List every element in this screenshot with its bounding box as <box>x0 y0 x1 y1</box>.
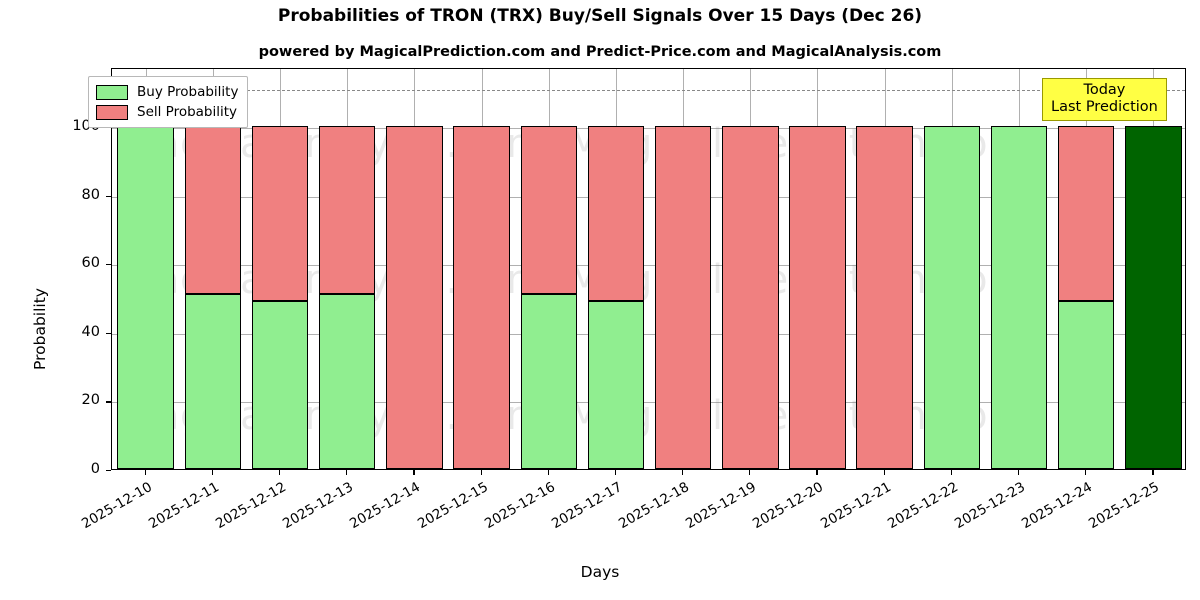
legend-label-sell: Sell Probability <box>137 104 238 120</box>
bar-segment-buy <box>990 126 1048 469</box>
bar-segment-buy <box>520 294 577 469</box>
bar-group <box>184 69 241 469</box>
y-axis-tick-label: 0 <box>90 461 100 477</box>
bar-segment-sell <box>789 126 846 469</box>
x-axis-label: Days <box>580 563 620 581</box>
reference-line <box>112 90 1185 92</box>
gridline-horizontal <box>112 196 1185 198</box>
bar-group <box>1125 69 1182 469</box>
x-axis-tick-mark <box>480 470 482 475</box>
bar-segment-buy <box>117 126 174 469</box>
bar-group <box>789 69 846 469</box>
bar-group <box>1058 69 1115 469</box>
x-axis-tick-mark <box>1152 470 1154 475</box>
y-axis-tick-label: 60 <box>81 255 100 272</box>
x-axis-tick-mark <box>211 470 213 475</box>
y-axis-tick-mark <box>106 401 111 403</box>
x-axis-tick-mark <box>950 470 953 475</box>
bar-segment-sell <box>722 126 779 469</box>
x-axis-tick-mark <box>144 470 146 475</box>
legend-swatch-sell <box>96 104 128 120</box>
y-axis-tick-mark <box>106 332 111 334</box>
chart-subtitle: powered by MagicalPrediction.com and Pre… <box>258 44 942 60</box>
x-axis-tick-mark <box>749 470 751 475</box>
bar-group <box>654 69 712 469</box>
gridline-horizontal <box>112 265 1185 267</box>
x-axis-tick-mark <box>1018 470 1020 475</box>
legend-swatch-buy <box>96 84 128 100</box>
gridline-horizontal <box>112 402 1185 404</box>
bar-segment-sell <box>1058 126 1115 301</box>
x-axis-tick-mark <box>614 470 617 475</box>
legend-item-sell: Sell Probability <box>96 102 238 122</box>
bar-segment-buy <box>251 300 309 469</box>
bar-group <box>117 69 174 469</box>
y-axis-tick-label: 20 <box>81 392 100 409</box>
today-annotation-line1: Today <box>1083 82 1126 98</box>
bar-group <box>990 69 1048 469</box>
bar-group <box>318 69 376 469</box>
legend-item-buy: Buy Probability <box>96 82 238 102</box>
bar-segment-sell <box>184 126 241 295</box>
bar-group <box>587 69 645 469</box>
bar-segment-sell <box>318 126 376 295</box>
y-axis-label: Probability <box>31 288 49 370</box>
bar-segment-buy <box>923 126 981 469</box>
bar-group <box>251 69 309 469</box>
x-axis-tick-mark <box>682 470 684 475</box>
bar-group <box>856 69 913 469</box>
bar-segment-sell <box>520 126 577 295</box>
x-axis-tick-mark <box>883 470 885 475</box>
bar-segment-today <box>1125 126 1182 469</box>
bar-segment-sell <box>453 126 510 469</box>
y-axis-tick-mark <box>106 470 111 472</box>
x-axis-tick-mark <box>346 470 348 475</box>
bar-segment-buy <box>1058 300 1115 469</box>
gridline-horizontal <box>112 128 1185 129</box>
bar-group <box>923 69 981 469</box>
today-annotation: Today Last Prediction <box>1042 78 1167 121</box>
x-axis-tick-mark <box>547 470 549 475</box>
bar-segment-sell <box>654 126 712 469</box>
bar-group <box>520 69 577 469</box>
y-axis-tick-label: 80 <box>81 186 100 203</box>
bar-segment-buy <box>184 294 241 469</box>
gridline-horizontal <box>112 333 1185 335</box>
bar-segment-buy <box>587 300 645 469</box>
bar-segment-sell <box>386 126 443 469</box>
legend-label-buy: Buy Probability <box>137 84 239 100</box>
y-axis-label-wrap: Probability <box>8 120 49 420</box>
bar-segment-buy <box>318 294 376 469</box>
plot-area: MagicalAnalysis.comMagicalPrediction.com… <box>111 68 1186 470</box>
bar-segment-sell <box>856 126 913 469</box>
bar-group <box>453 69 510 469</box>
x-axis-tick-mark <box>278 470 281 475</box>
chart-title: Probabilities of TRON (TRX) Buy/Sell Sig… <box>277 6 923 26</box>
bar-segment-sell <box>587 126 645 301</box>
x-axis-tick-mark <box>413 470 415 475</box>
chart-legend: Buy Probability Sell Probability <box>88 76 249 128</box>
today-annotation-line2: Last Prediction <box>1051 99 1158 115</box>
bar-segment-sell <box>251 126 309 301</box>
y-axis-tick-mark <box>106 264 111 266</box>
x-axis-tick-mark <box>816 470 818 475</box>
y-axis-tick-mark <box>106 195 111 197</box>
bar-group <box>386 69 443 469</box>
bar-group <box>722 69 779 469</box>
y-axis-tick-label: 40 <box>81 323 100 340</box>
x-axis-tick-mark <box>1085 470 1087 475</box>
